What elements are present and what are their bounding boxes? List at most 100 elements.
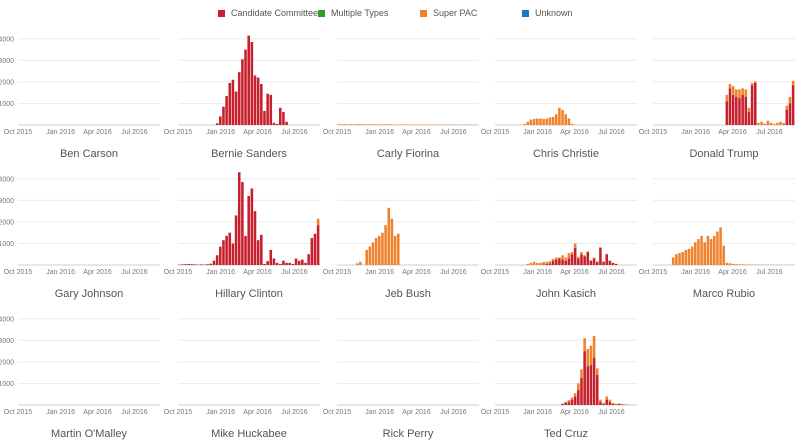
bar[interactable] — [269, 249, 273, 265]
bar[interactable] — [558, 257, 561, 259]
bar[interactable] — [244, 49, 247, 125]
bar[interactable] — [586, 251, 590, 253]
bar[interactable] — [263, 110, 266, 125]
bar[interactable] — [779, 121, 782, 125]
bar[interactable] — [611, 403, 615, 405]
bar[interactable] — [237, 72, 241, 125]
bar[interactable] — [282, 260, 285, 265]
bar[interactable] — [567, 253, 571, 259]
bar[interactable] — [304, 262, 307, 265]
bar[interactable] — [253, 211, 257, 265]
bar[interactable] — [200, 264, 203, 265]
bar[interactable] — [545, 261, 549, 264]
bar[interactable] — [536, 262, 539, 265]
legend-item-candidate-committee[interactable]: Candidate Committee — [218, 8, 318, 18]
bar[interactable] — [225, 95, 228, 125]
bar[interactable] — [586, 348, 590, 367]
bar[interactable] — [193, 264, 197, 265]
bar[interactable] — [536, 118, 539, 125]
bar[interactable] — [215, 123, 219, 125]
bar[interactable] — [731, 94, 735, 125]
bar[interactable] — [337, 124, 340, 125]
bar[interactable] — [285, 121, 288, 125]
bar[interactable] — [307, 254, 310, 265]
bar[interactable] — [244, 235, 247, 265]
bar[interactable] — [374, 238, 378, 265]
bar[interactable] — [719, 227, 722, 265]
bar[interactable] — [564, 402, 567, 405]
bar[interactable] — [583, 338, 586, 352]
bar[interactable] — [266, 93, 269, 125]
bar[interactable] — [529, 119, 533, 125]
bar[interactable] — [551, 260, 555, 265]
bar[interactable] — [791, 80, 795, 86]
bar[interactable] — [573, 243, 577, 248]
bar[interactable] — [359, 124, 362, 125]
bar[interactable] — [738, 89, 741, 99]
bar[interactable] — [589, 260, 593, 265]
bar[interactable] — [589, 365, 593, 405]
bar[interactable] — [412, 124, 416, 125]
bar[interactable] — [228, 82, 232, 125]
bar[interactable] — [247, 35, 250, 125]
bar[interactable] — [580, 254, 583, 265]
bar[interactable] — [785, 109, 789, 125]
bar[interactable] — [545, 118, 549, 125]
bar[interactable] — [212, 260, 216, 265]
legend-item-super-pac[interactable]: Super PAC — [420, 8, 477, 18]
bar[interactable] — [744, 96, 748, 125]
bar[interactable] — [735, 264, 738, 265]
bar[interactable] — [234, 215, 238, 265]
bar[interactable] — [722, 245, 725, 265]
bar[interactable] — [776, 122, 779, 125]
bar[interactable] — [219, 116, 222, 125]
bar[interactable] — [291, 263, 295, 265]
bar[interactable] — [263, 263, 266, 265]
bar[interactable] — [558, 107, 561, 125]
bar[interactable] — [592, 258, 596, 265]
bar[interactable] — [602, 402, 605, 404]
bar[interactable] — [359, 261, 362, 265]
bar[interactable] — [595, 368, 599, 375]
bar[interactable] — [709, 239, 713, 265]
bar[interactable] — [561, 403, 564, 405]
bar[interactable] — [716, 231, 719, 265]
bar[interactable] — [561, 259, 564, 265]
legend-item-multiple-types[interactable]: Multiple Types — [318, 8, 388, 18]
bar[interactable] — [782, 122, 785, 125]
bar[interactable] — [564, 401, 567, 403]
bar[interactable] — [599, 399, 602, 402]
bar[interactable] — [599, 401, 602, 405]
bar[interactable] — [231, 79, 235, 125]
bar[interactable] — [611, 262, 615, 265]
bar[interactable] — [316, 225, 320, 265]
bar[interactable] — [614, 263, 618, 265]
bar[interactable] — [371, 242, 375, 265]
bar[interactable] — [215, 255, 219, 265]
bar[interactable] — [532, 118, 536, 125]
bar[interactable] — [181, 264, 184, 265]
bar[interactable] — [548, 263, 552, 265]
bar[interactable] — [390, 124, 394, 125]
bar[interactable] — [712, 235, 716, 265]
bar[interactable] — [753, 81, 757, 83]
bar[interactable] — [577, 256, 580, 259]
bar[interactable] — [219, 246, 222, 265]
bar[interactable] — [728, 84, 732, 89]
bar[interactable] — [760, 121, 763, 125]
bar[interactable] — [260, 84, 263, 125]
bar[interactable] — [608, 260, 612, 265]
bar[interactable] — [791, 85, 795, 125]
bar[interactable] — [378, 124, 381, 125]
bar[interactable] — [602, 403, 605, 405]
bar[interactable] — [573, 393, 577, 397]
bar[interactable] — [403, 124, 406, 125]
bar[interactable] — [266, 261, 269, 265]
bar[interactable] — [583, 351, 586, 405]
bar[interactable] — [690, 246, 694, 265]
bar[interactable] — [222, 240, 225, 265]
bar[interactable] — [605, 399, 608, 405]
bar[interactable] — [241, 182, 244, 265]
bar[interactable] — [586, 366, 590, 405]
bar[interactable] — [605, 254, 608, 265]
